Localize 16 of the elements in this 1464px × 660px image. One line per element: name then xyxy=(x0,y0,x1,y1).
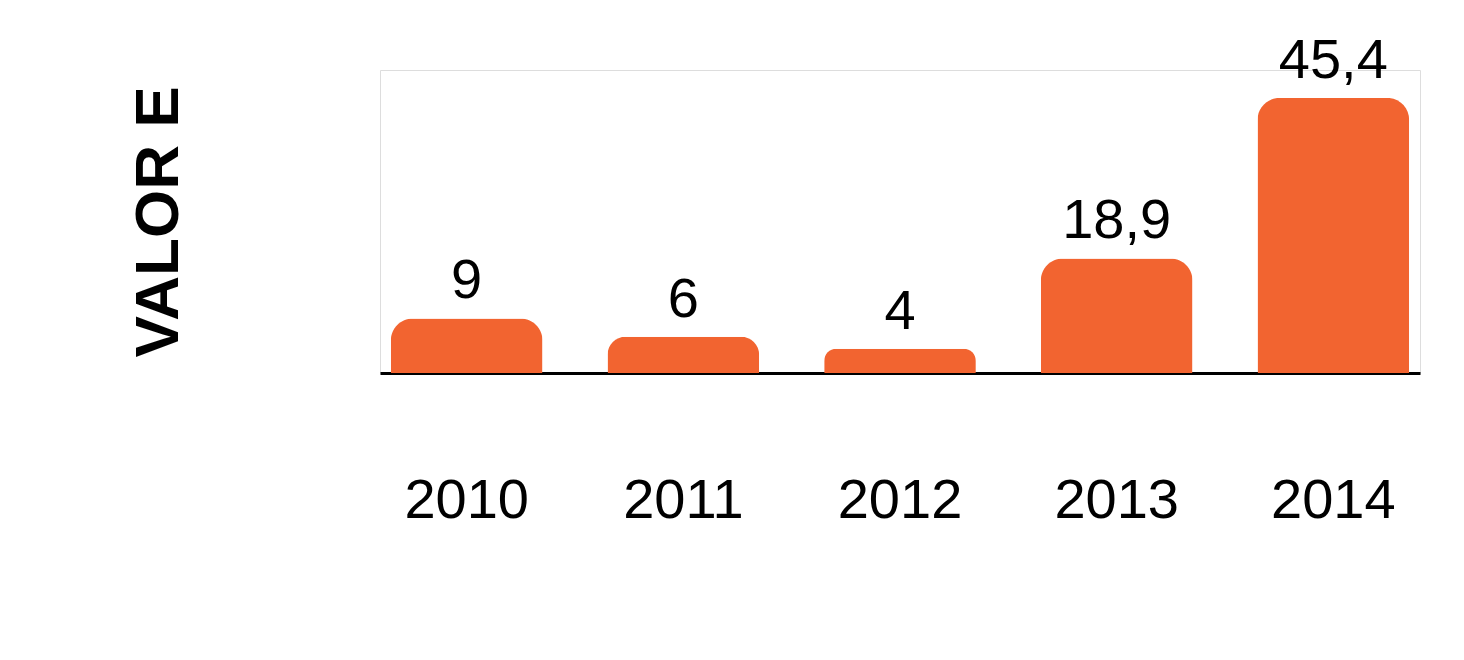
bar xyxy=(607,336,760,373)
bar xyxy=(1257,97,1410,373)
x-tick-label: 2011 xyxy=(623,466,744,530)
x-tick-label: 2012 xyxy=(837,466,963,530)
bar xyxy=(1040,258,1193,373)
data-label: 9 xyxy=(451,247,483,311)
data-label: 18,9 xyxy=(1062,187,1172,251)
x-tick-label: 2014 xyxy=(1271,466,1396,530)
y-axis-title: VALOR E xyxy=(121,86,191,358)
data-label: 6 xyxy=(667,265,699,329)
x-tick-label: 2010 xyxy=(404,466,529,530)
x-tick-label: 2013 xyxy=(1054,466,1179,530)
bar xyxy=(824,348,976,373)
bar xyxy=(390,318,543,373)
data-label: 4 xyxy=(884,277,916,341)
data-label: 45,4 xyxy=(1278,26,1388,90)
